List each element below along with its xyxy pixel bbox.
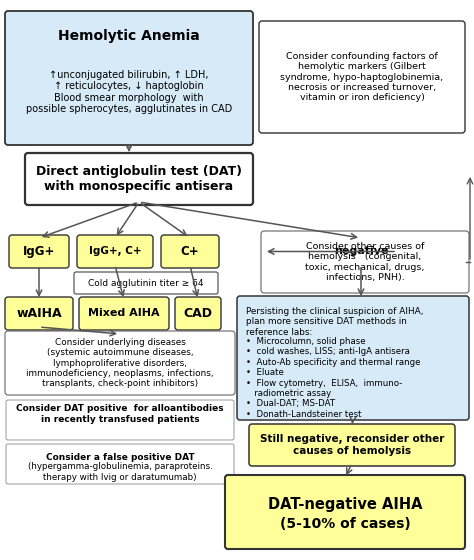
Text: Mixed AIHA: Mixed AIHA <box>88 309 160 319</box>
FancyBboxPatch shape <box>249 424 455 466</box>
Text: (5-10% of cases): (5-10% of cases) <box>280 517 410 531</box>
FancyBboxPatch shape <box>237 296 469 420</box>
Text: Direct antiglobulin test (DAT)
with monospecific antisera: Direct antiglobulin test (DAT) with mono… <box>36 165 242 193</box>
FancyBboxPatch shape <box>161 235 219 268</box>
Text: DAT-negative AIHA: DAT-negative AIHA <box>268 497 422 511</box>
FancyBboxPatch shape <box>77 235 153 268</box>
Text: Consider underlying diseases
(systemic autoimmune diseases,
lymphoproliferative : Consider underlying diseases (systemic a… <box>26 338 214 388</box>
Text: wAIHA: wAIHA <box>16 307 62 320</box>
Text: ↑unconjugated bilirubin, ↑ LDH,
↑ reticulocytes, ↓ haptoglobin
Blood smear morph: ↑unconjugated bilirubin, ↑ LDH, ↑ reticu… <box>26 69 232 114</box>
Text: CAD: CAD <box>183 307 212 320</box>
Text: Consider confounding factors of
hemolytic markers (Gilbert
syndrome, hypo-haptog: Consider confounding factors of hemolyti… <box>281 52 444 102</box>
Text: Consider DAT positive  for alloantibodies
in recently transfused patients: Consider DAT positive for alloantibodies… <box>16 404 224 424</box>
FancyBboxPatch shape <box>6 400 234 440</box>
FancyBboxPatch shape <box>5 331 235 395</box>
FancyBboxPatch shape <box>6 444 234 484</box>
Text: •  Microcolumn, solid phase
•  cold washes, LISS; anti-IgA antisera
•  Auto-Ab s: • Microcolumn, solid phase • cold washes… <box>246 337 420 419</box>
FancyBboxPatch shape <box>322 235 400 268</box>
Text: Consider a false positive DAT: Consider a false positive DAT <box>46 454 194 463</box>
FancyBboxPatch shape <box>74 272 218 294</box>
Text: IgG+: IgG+ <box>23 245 55 258</box>
FancyBboxPatch shape <box>5 297 73 330</box>
FancyBboxPatch shape <box>259 21 465 133</box>
Text: Consider other causes of
hemolysis   (congenital,
toxic, mechanical, drugs,
infe: Consider other causes of hemolysis (cong… <box>305 242 425 282</box>
FancyBboxPatch shape <box>79 297 169 330</box>
FancyBboxPatch shape <box>5 11 253 145</box>
Text: Hemolytic Anemia: Hemolytic Anemia <box>58 29 200 43</box>
Text: (hypergamma-globulinemia, paraproteins.
therapy with Ivig or daratumumab): (hypergamma-globulinemia, paraproteins. … <box>27 463 212 482</box>
Text: C+: C+ <box>181 245 199 258</box>
FancyBboxPatch shape <box>175 297 221 330</box>
Text: Persisting the clinical suspicion of AIHA,
plan more sensitive DAT methods in
re: Persisting the clinical suspicion of AIH… <box>246 307 423 337</box>
FancyBboxPatch shape <box>261 231 469 293</box>
Text: Still negative, reconsider other
causes of hemolysis: Still negative, reconsider other causes … <box>260 434 444 456</box>
Text: Cold agglutinin titer ≥ 64: Cold agglutinin titer ≥ 64 <box>88 278 204 287</box>
Text: IgG+, C+: IgG+, C+ <box>89 246 141 256</box>
FancyBboxPatch shape <box>225 475 465 549</box>
FancyBboxPatch shape <box>25 153 253 205</box>
FancyBboxPatch shape <box>9 235 69 268</box>
Text: negative: negative <box>334 246 388 256</box>
